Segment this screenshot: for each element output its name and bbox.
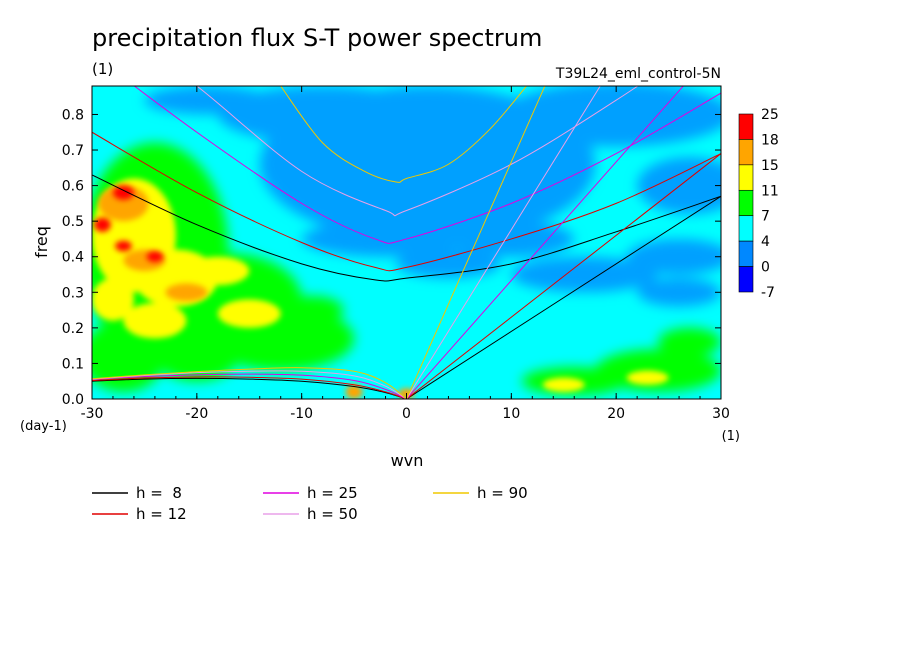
y-axis-unit: (day-1) [20, 419, 67, 434]
contour-patch [345, 384, 363, 399]
y-tick-label: 0.2 [62, 321, 84, 337]
colorbar-box [738, 215, 754, 242]
contour-patch [165, 283, 208, 302]
contour-patch [146, 251, 164, 263]
legend-label: h = 50 [307, 505, 358, 523]
colorbar-label: 25 [761, 107, 779, 123]
x-tick-label: 30 [712, 406, 730, 422]
dispersion-curve-eig-h12 [92, 131, 721, 272]
contour-patch [144, 86, 271, 115]
dispersion-curve-kelvin-h8 [406, 195, 721, 399]
dispersion-curve-rossby-h8 [92, 377, 407, 399]
x-tick-label: -10 [290, 406, 313, 422]
x-tick-label: 0 [402, 406, 411, 422]
contour-patch [154, 331, 239, 382]
plot-area [92, 86, 721, 399]
colorbar-label: 15 [761, 158, 779, 174]
legend: h = 8 h = 12 h = 25 h = 50 h = 90 [92, 484, 528, 523]
legend-label: h = 90 [477, 484, 528, 502]
legend-item: h = 8 [92, 484, 182, 502]
y-tick-label: 0.3 [62, 285, 84, 301]
dispersion-curve-rossby-h50 [92, 370, 407, 399]
chart-subtitle-units: (1) [92, 60, 113, 78]
legend-label: h = 25 [307, 484, 358, 502]
dispersion-curve-rossby-h90 [92, 367, 407, 399]
contour-patch [92, 320, 166, 392]
y-tick-label: 0.6 [62, 179, 84, 195]
colorbar-label: 7 [761, 209, 770, 225]
dispersion-curve-eig-h8 [92, 174, 721, 282]
contour-patch [658, 327, 721, 357]
colorbar-box [738, 189, 754, 217]
contour-patch [112, 185, 134, 200]
contour-patch [94, 217, 111, 232]
dispersion-curve-kelvin-h50 [406, 86, 601, 399]
y-tick-label: 0.1 [62, 356, 84, 372]
x-axis-label: wvn [391, 451, 424, 470]
colorbar: 25 18 15 11 7 4 0 -7 [738, 107, 779, 301]
contour-patch [217, 86, 428, 143]
legend-item: h = 25 [263, 484, 358, 502]
colorbar-label: 0 [761, 260, 770, 276]
y-tick-label: 0.5 [62, 214, 84, 230]
y-axis: 0.0 0.1 0.2 0.3 0.4 0.5 0.6 0.7 0.8 [62, 107, 721, 408]
contour-patch [115, 240, 132, 252]
colorbar-box [738, 139, 754, 166]
contour-patch [186, 256, 250, 286]
legend-label: h = 12 [136, 505, 187, 523]
contour-level-18 [94, 185, 164, 263]
contour-patch [500, 86, 721, 147]
colorbar-label: 4 [761, 234, 770, 250]
contour-patch [98, 185, 149, 222]
colorbar-label: 18 [761, 132, 779, 148]
contour-patch [217, 299, 281, 328]
contour-patch [92, 278, 134, 321]
x-tick-label: 10 [502, 406, 520, 422]
y-axis-label: freq [32, 226, 51, 258]
colorbar-box [738, 266, 754, 293]
contour-patch [511, 256, 659, 293]
legend-item: h = 12 [92, 505, 187, 523]
y-tick-label: 0.4 [62, 250, 84, 266]
colorbar-label: -7 [761, 285, 775, 301]
x-axis: -30 -20 -10 0 10 20 30 [81, 86, 730, 422]
dispersion-curve-eig-h50 [195, 86, 639, 217]
legend-item: h = 50 [263, 505, 358, 523]
contour-patch [637, 278, 721, 307]
dispersion-curve-kelvin-h90 [406, 86, 546, 399]
contour-patch [123, 302, 187, 339]
y-tick-label: 0.8 [62, 107, 84, 123]
x-tick-label: 20 [607, 406, 625, 422]
x-tick-label: -30 [81, 406, 104, 422]
contour-patch [626, 370, 669, 385]
contour-patch [626, 238, 721, 275]
chart-title: precipitation flux S-T power spectrum [92, 24, 542, 52]
dispersion-curves [92, 86, 721, 399]
chart-run-label: T39L24_eml_control-5N [555, 66, 721, 82]
contour-patch [637, 157, 721, 215]
colorbar-box [738, 113, 754, 140]
colorbar-box [738, 164, 754, 191]
contour-patch [280, 295, 344, 325]
y-tick-label: 0.0 [62, 392, 84, 408]
contour-patch [542, 377, 585, 392]
dispersion-curve-rossby-h12 [92, 376, 407, 399]
dispersion-curve-kelvin-h25 [406, 86, 684, 399]
legend-label: h = 8 [136, 484, 182, 502]
y-tick-label: 0.7 [62, 143, 84, 159]
x-tick-label: -20 [185, 406, 208, 422]
contour-patch [301, 221, 470, 257]
colorbar-box [738, 240, 754, 267]
dispersion-curve-eig-h90 [280, 86, 528, 183]
colorbar-label: 11 [761, 183, 779, 199]
dispersion-curve-rossby-h25 [92, 373, 407, 399]
contour-patch [396, 249, 501, 279]
dispersion-curve-eig-h25 [133, 86, 721, 244]
legend-item: h = 90 [433, 484, 528, 502]
x-axis-unit: (1) [722, 429, 740, 444]
dispersion-curve-kelvin-h12 [406, 153, 721, 399]
